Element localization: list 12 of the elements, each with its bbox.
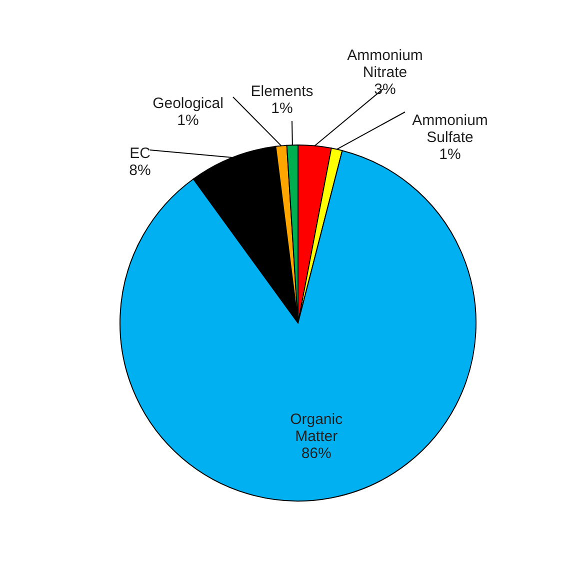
slice-label: Elements xyxy=(250,83,314,100)
slice-label: Ammonium Nitrate xyxy=(347,47,423,81)
data-label: 1% xyxy=(271,100,293,117)
slice-label: Geological xyxy=(152,95,224,112)
data-label: 8% xyxy=(129,162,151,179)
data-label: 1% xyxy=(177,112,199,129)
data-label: 3% xyxy=(374,81,396,98)
slice-label: Organic Matter xyxy=(290,411,344,446)
data-label: 86% xyxy=(301,445,332,462)
slice-label: EC xyxy=(130,145,151,162)
data-label: 1% xyxy=(439,146,461,163)
slice-label: Ammonium Sulfate xyxy=(412,112,488,146)
